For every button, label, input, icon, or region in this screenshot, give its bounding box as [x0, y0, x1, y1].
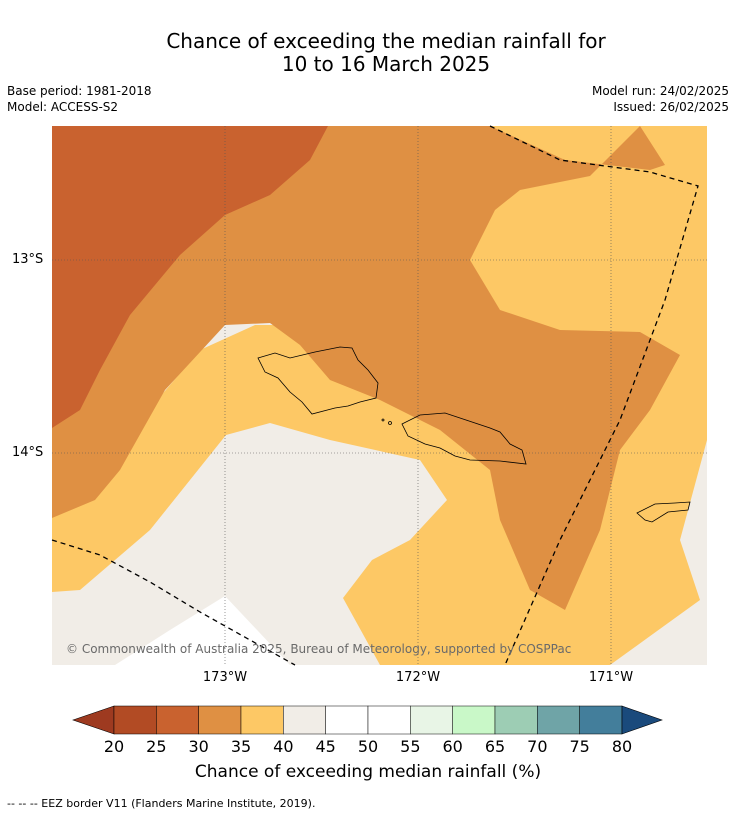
- islands: [257, 346, 691, 523]
- copyright-notice: © Commonwealth of Australia 2025, Bureau…: [66, 642, 572, 656]
- colorbar-tick-label: 50: [357, 737, 379, 756]
- colorbar-swatch-50-55: [367, 705, 411, 735]
- metadata-left: Base period: 1981-2018 Model: ACCESS-S2: [7, 83, 152, 115]
- colorbar-tick-label: 45: [315, 737, 336, 756]
- colorbar-tick-label: 30: [188, 737, 209, 756]
- colorbar-tick-label: 40: [273, 737, 294, 756]
- colorbar-tick-label: 80: [611, 737, 633, 756]
- colorbar-tick-label: 60: [442, 737, 463, 756]
- graticule: [52, 126, 707, 665]
- colorbar-swatch-35-40: [240, 705, 284, 735]
- colorbar-swatch-20-25: [113, 705, 157, 735]
- colorbar-swatch-75-80: [579, 705, 623, 735]
- colorbar-over-arrow: [621, 705, 663, 735]
- colorbar-tick-label: 35: [230, 737, 252, 756]
- colorbar-tick-label: 20: [103, 737, 125, 756]
- base-period: Base period: 1981-2018: [7, 84, 152, 98]
- colorbar-swatch-65-70: [494, 705, 538, 735]
- colorbar-tick-label: 25: [146, 737, 167, 756]
- island-savaii: [257, 346, 379, 415]
- title-line-1: Chance of exceeding the median rainfall …: [166, 29, 606, 53]
- colorbar-title: Chance of exceeding median rainfall (%): [194, 762, 542, 782]
- colorbar-tick-label: 55: [400, 737, 421, 756]
- colorbar-under-arrow: [72, 705, 115, 735]
- zone-45-55: [115, 596, 290, 665]
- eez-footnote: -- -- -- EEZ border V11 (Flanders Marine…: [7, 797, 316, 810]
- lat-label-13s: 13°S: [12, 252, 44, 267]
- lon-label-171w: 171°W: [588, 670, 634, 685]
- colorbar-swatch-30-35: [198, 705, 242, 735]
- model-name: Model: ACCESS-S2: [7, 100, 119, 114]
- eez-border: [51, 125, 699, 666]
- island-upolu: [401, 412, 527, 465]
- colorbar-swatch-60-65: [452, 705, 496, 735]
- issued-date: Issued: 26/02/2025: [613, 100, 729, 114]
- lat-label-14s: 14°S: [12, 445, 44, 460]
- zone-25-30: [52, 126, 328, 428]
- colorbar-tick-label: 75: [569, 737, 590, 756]
- title-line-2: 10 to 16 March 2025: [281, 52, 491, 76]
- colorbar-tick-label: 65: [484, 737, 506, 756]
- colorbar-swatch-40-45: [283, 705, 326, 735]
- colorbar-swatch-70-75: [537, 705, 580, 735]
- colorbar-swatches: [113, 705, 623, 735]
- chart-title: Chance of exceeding the median rainfall …: [0, 30, 736, 76]
- model-run: Model run: 24/02/2025: [591, 84, 729, 98]
- island-tutuila: [636, 501, 691, 523]
- lon-label-173w: 173°W: [202, 670, 248, 685]
- colorbar: [72, 705, 663, 735]
- colorbar-swatch-45-50: [325, 705, 369, 735]
- lon-label-172w: 172°W: [395, 670, 441, 685]
- colorbar-swatch-25-30: [156, 705, 199, 735]
- colorbar-tick-label: 70: [527, 737, 548, 756]
- metadata-right: Model run: 24/02/2025 Issued: 26/02/2025: [592, 83, 729, 115]
- colorbar-swatch-55-60: [410, 705, 453, 735]
